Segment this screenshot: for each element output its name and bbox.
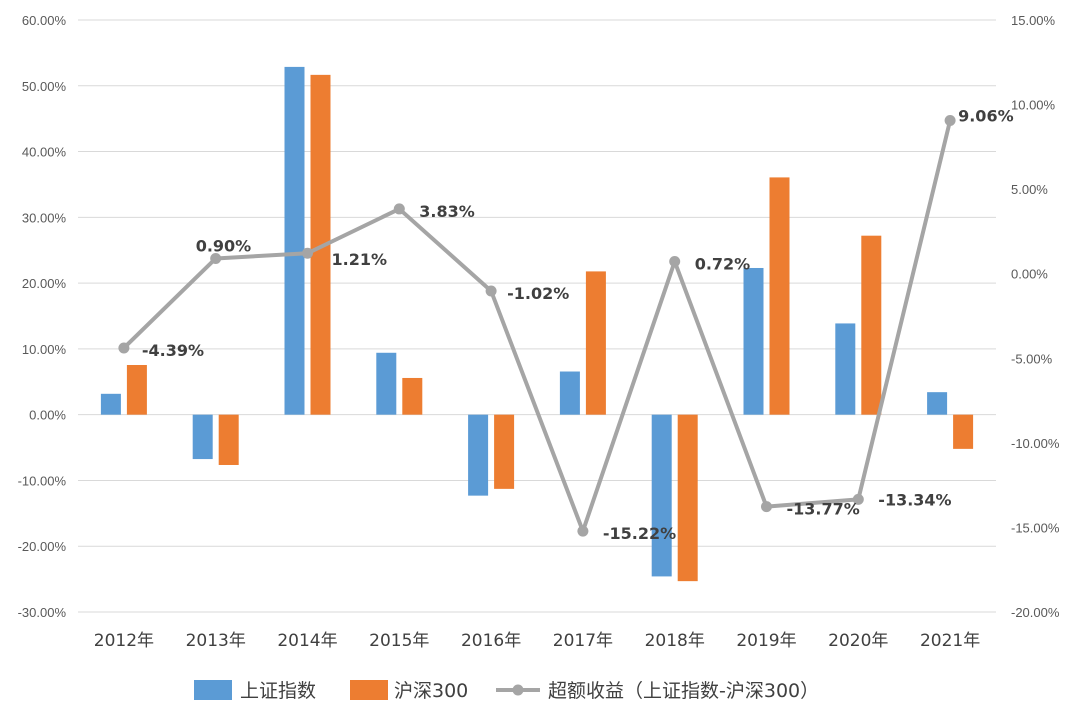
- y-left-tick-label: 40.00%: [22, 145, 67, 160]
- y-left-tick-label: 20.00%: [22, 276, 67, 291]
- bar-shanghai-index-9: [927, 392, 948, 415]
- legend-swatch-shanghai-index: [194, 680, 232, 700]
- bar-csi300-7: [769, 177, 790, 415]
- y-left-tick-label: 0.00%: [29, 408, 66, 423]
- data-labels: -4.39% 0.90% 1.21% 3.83% -1.02% -15.22% 0.72% -…: [142, 106, 1014, 543]
- bar-csi300-4: [494, 414, 515, 489]
- bar-csi300-5: [585, 271, 606, 415]
- excess-return-data-label: -15.22%: [603, 524, 676, 543]
- x-tick-label: 2019年: [736, 631, 796, 651]
- x-tick-label: 2015年: [369, 631, 429, 651]
- x-tick-label: 2013年: [186, 631, 246, 651]
- excess-return-data-label: 9.06%: [958, 106, 1014, 125]
- excess-return-point-8: [852, 493, 864, 505]
- bar-shanghai-index-6: [651, 414, 672, 577]
- excess-return-point-6: [669, 256, 681, 268]
- bar-shanghai-index-7: [743, 267, 764, 415]
- y-right-tick-label: -20.00%: [1011, 605, 1060, 620]
- bar-csi300-6: [677, 414, 698, 582]
- bar-shanghai-index-8: [835, 323, 856, 415]
- legend-marker: [512, 684, 524, 696]
- bar-shanghai-index-2: [284, 66, 305, 415]
- bar-series: [100, 66, 974, 582]
- x-tick-label: 2014年: [277, 631, 337, 651]
- bar-csi300-9: [953, 414, 974, 449]
- bar-csi300-8: [861, 235, 882, 415]
- y-right-tick-label: 15.00%: [1011, 13, 1056, 28]
- y-right-tick-label: -15.00%: [1011, 520, 1060, 535]
- y-left-tick-label: -30.00%: [18, 605, 67, 620]
- x-tick-label: 2016年: [461, 631, 521, 651]
- excess-return-point-5: [577, 525, 589, 537]
- y-right-tick-label: 5.00%: [1011, 182, 1048, 197]
- excess-return-line: [122, 119, 953, 534]
- excess-return-point-3: [393, 203, 405, 215]
- bar-shanghai-index-3: [376, 352, 397, 415]
- excess-return-data-label: 0.90%: [196, 236, 252, 255]
- excess-return-data-label: -1.02%: [507, 284, 569, 303]
- y-right-tick-label: -5.00%: [1011, 351, 1053, 366]
- excess-return-data-label: 1.21%: [332, 250, 388, 269]
- axes: 60.00% 50.00% 40.00% 30.00% 20.00% 10.00% 0.00…: [18, 13, 1060, 651]
- bar-csi300-1: [218, 414, 239, 465]
- excess-return-point-1: [210, 252, 222, 264]
- x-tick-label: 2021年: [920, 631, 980, 651]
- y-left-tick-label: -20.00%: [18, 539, 67, 554]
- legend-swatch-csi300: [350, 680, 388, 700]
- excess-return-point-4: [485, 285, 497, 297]
- bar-csi300-3: [402, 377, 423, 415]
- line-series: [118, 114, 956, 537]
- bar-csi300-0: [126, 365, 147, 415]
- excess-return-data-label: -13.77%: [787, 500, 860, 519]
- y-right-tick-label: -10.00%: [1011, 436, 1060, 451]
- bar-shanghai-index-0: [100, 393, 121, 415]
- y-right-tick-label: 0.00%: [1011, 267, 1048, 282]
- y-right-tick-label: 10.00%: [1011, 98, 1056, 113]
- excess-return-point-7: [761, 501, 772, 513]
- excess-return-data-label: 0.72%: [695, 255, 751, 274]
- x-tick-label: 2018年: [645, 631, 705, 651]
- legend: 上证指数 沪深300 超额收益（上证指数-沪深300）: [194, 680, 819, 702]
- excess-return-data-label: 3.83%: [419, 202, 475, 221]
- bar-shanghai-index-5: [559, 371, 580, 415]
- y-left-tick-label: 60.00%: [22, 13, 67, 28]
- bar-shanghai-index-4: [468, 414, 489, 496]
- y-left-tick-label: -10.00%: [18, 473, 67, 488]
- x-tick-label: 2012年: [94, 631, 154, 651]
- bar-shanghai-index-1: [192, 414, 213, 460]
- y-left-tick-label: 50.00%: [22, 79, 67, 94]
- gridlines: [78, 19, 996, 613]
- legend-label: 超额收益（上证指数-沪深300）: [548, 680, 819, 702]
- y-left-tick-label: 10.00%: [22, 342, 67, 357]
- excess-return-point-0: [118, 342, 130, 354]
- y-left-tick-label: 30.00%: [22, 210, 67, 225]
- x-tick-label: 2020年: [828, 631, 888, 651]
- legend-label: 沪深300: [394, 680, 468, 702]
- excess-return-data-label: -13.34%: [878, 490, 951, 509]
- excess-return-point-2: [302, 247, 313, 259]
- excess-return-data-label: -4.39%: [142, 341, 204, 360]
- excess-return-point-9: [944, 114, 956, 126]
- x-tick-label: 2017年: [553, 631, 613, 651]
- legend-label: 上证指数: [240, 680, 316, 702]
